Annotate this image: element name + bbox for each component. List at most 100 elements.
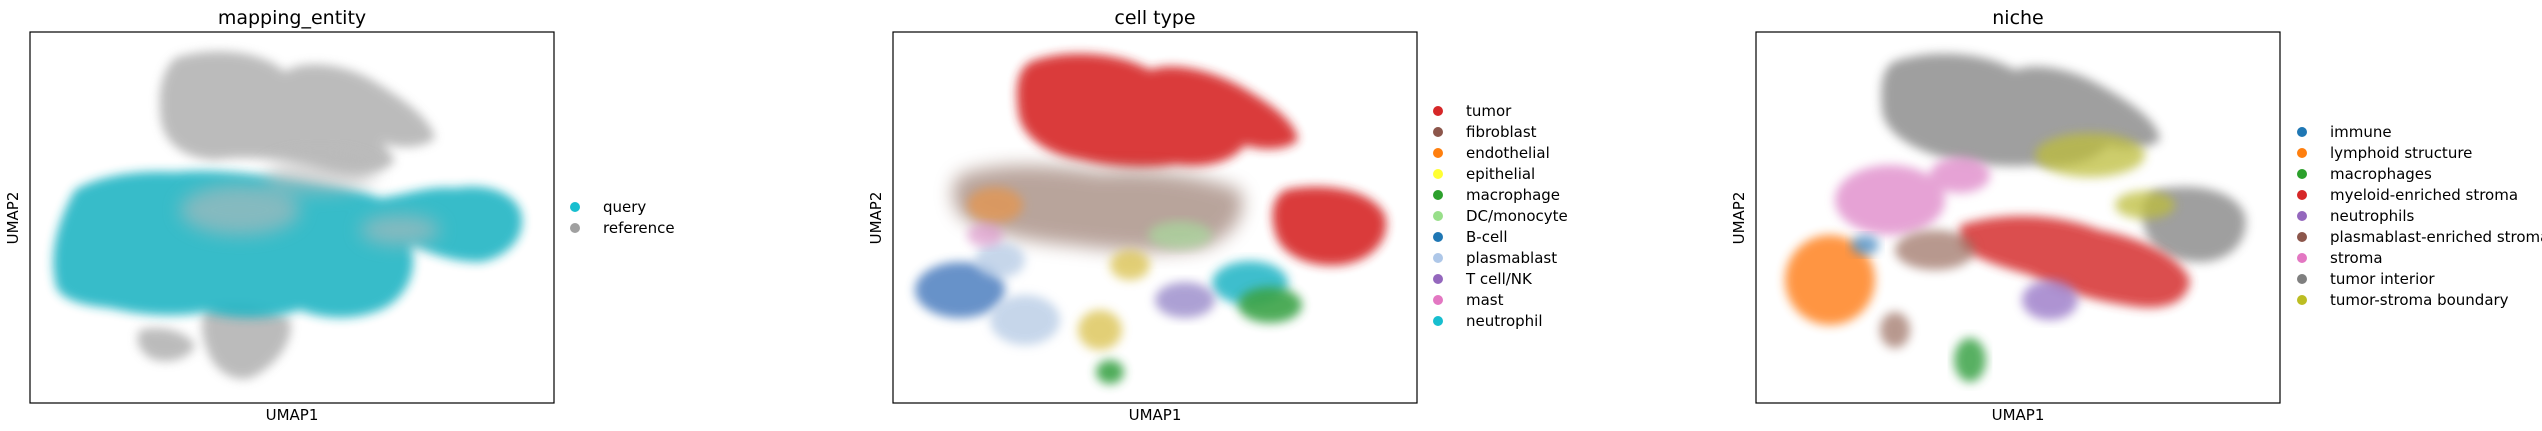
cluster-neutrophils: [2022, 280, 2078, 320]
legend-marker: [1433, 295, 1443, 305]
legend-label: B-cell: [1466, 228, 1508, 246]
plot-frame: [1755, 31, 2281, 404]
legend-item: neutrophil: [1433, 312, 1543, 330]
legend-item: plasmablast: [1433, 249, 1557, 267]
cluster-t-cell-nk: [1155, 282, 1215, 318]
y-axis-label: UMAP2: [4, 192, 22, 245]
legend-marker: [2297, 211, 2307, 221]
legend-item: neutrophils: [2297, 207, 2415, 225]
legend-marker: [2297, 295, 2307, 305]
legend-marker: [2297, 232, 2307, 242]
scatter-cloud: [915, 53, 1387, 384]
legend-label: plasmablast-enriched stroma: [2330, 228, 2542, 246]
legend-marker: [2297, 127, 2307, 137]
legend-marker: [2297, 148, 2307, 158]
legend-marker: [1433, 106, 1443, 116]
legend: immune lymphoid structure macrophages myelo…: [2297, 123, 2542, 309]
legend-marker: [1433, 148, 1443, 158]
cluster-epithelial: [1078, 250, 1150, 350]
cluster-dc-monocyte: [1148, 221, 1212, 249]
legend-label: lymphoid structure: [2330, 144, 2472, 162]
legend-item: fibroblast: [1433, 123, 1537, 141]
scatter-cloud: [53, 51, 523, 379]
x-axis-label: UMAP1: [1992, 406, 2045, 424]
legend-item: immune: [2297, 123, 2392, 141]
legend-label: fibroblast: [1466, 123, 1537, 141]
y-axis-label: UMAP2: [1730, 192, 1748, 245]
panel-cell-type: cell type: [867, 7, 1568, 424]
legend-item: macrophages: [2297, 165, 2432, 183]
legend-item: lymphoid structure: [2297, 144, 2472, 162]
cluster-macrophage: [1096, 287, 1302, 384]
legend-label: tumor interior: [2330, 270, 2435, 288]
x-axis-label: UMAP1: [1129, 406, 1182, 424]
legend-label: T cell/NK: [1465, 270, 1533, 288]
legend-marker: [1433, 190, 1443, 200]
legend-label: immune: [2330, 123, 2392, 141]
panel-mapping-entity: mapping_entity UMAP1 UMAP2 query referenc…: [4, 7, 675, 424]
legend-item: query: [570, 198, 646, 216]
panel-niche: niche: [1730, 7, 2542, 424]
legend-item: tumor interior: [2297, 270, 2435, 288]
legend-item: reference: [570, 219, 675, 237]
x-axis-label: UMAP1: [266, 406, 319, 424]
legend-label: reference: [603, 219, 675, 237]
cluster-lymphoid-structure: [1785, 235, 1875, 325]
cluster-myeloid-enriched-stroma: [1960, 215, 2190, 308]
legend-label: macrophages: [2330, 165, 2432, 183]
legend-item: tumor: [1433, 102, 1512, 120]
legend-marker: [2297, 274, 2307, 284]
cluster-reference-mixed: [180, 157, 440, 245]
cluster-b-cell: [915, 262, 1005, 318]
cluster-stroma: [1835, 157, 1990, 235]
legend-label: query: [603, 198, 646, 216]
legend-marker: [1433, 232, 1443, 242]
cluster-tumor-stroma-boundary: [2035, 133, 2175, 219]
chart-title: niche: [1992, 7, 2044, 29]
cluster-tumor: [1016, 53, 1387, 266]
cluster-macrophages: [1954, 338, 1986, 382]
cluster-plasmablast-enriched-stroma: [1880, 230, 1975, 348]
legend-marker: [1433, 211, 1443, 221]
legend-item: tumor-stroma boundary: [2297, 291, 2509, 309]
legend-item: stroma: [2297, 249, 2383, 267]
legend-item: B-cell: [1433, 228, 1508, 246]
legend-marker: [2297, 253, 2307, 263]
legend-item: mast: [1433, 291, 1504, 309]
cluster-reference: [137, 51, 435, 379]
legend-label: macrophage: [1466, 186, 1560, 204]
legend-marker: [2297, 169, 2307, 179]
legend: tumor fibroblast endothelial epithelial macr…: [1433, 102, 1568, 330]
legend-marker: [570, 223, 580, 233]
y-axis-label: UMAP2: [867, 192, 885, 245]
legend-item: myeloid-enriched stroma: [2297, 186, 2518, 204]
legend: query reference: [570, 198, 675, 237]
legend-marker: [1433, 253, 1443, 263]
legend-label: neutrophils: [2330, 207, 2415, 225]
cluster-query: [53, 170, 523, 318]
legend-label: mast: [1466, 291, 1504, 309]
legend-marker: [1433, 127, 1443, 137]
legend-marker: [570, 202, 580, 212]
plot-frame: [892, 31, 1418, 404]
cluster-plasmablast: [975, 242, 1060, 345]
legend-label: DC/monocyte: [1466, 207, 1568, 225]
cluster-immune: [1851, 235, 1879, 255]
legend-label: tumor-stroma boundary: [2330, 291, 2509, 309]
legend-marker: [1433, 169, 1443, 179]
legend-label: plasmablast: [1466, 249, 1557, 267]
legend-label: stroma: [2330, 249, 2383, 267]
legend-label: myeloid-enriched stroma: [2330, 186, 2518, 204]
scatter-cloud: [1785, 53, 2246, 382]
legend-marker: [2297, 190, 2307, 200]
chart-title: cell type: [1114, 7, 1195, 29]
cluster-endothelial: [967, 187, 1023, 223]
legend-label: epithelial: [1466, 165, 1535, 183]
legend-label: neutrophil: [1466, 312, 1543, 330]
legend-item: T cell/NK: [1433, 270, 1533, 288]
cluster-mast: [967, 223, 1003, 247]
legend-item: DC/monocyte: [1433, 207, 1568, 225]
legend-label: endothelial: [1466, 144, 1550, 162]
legend-label: tumor: [1466, 102, 1512, 120]
